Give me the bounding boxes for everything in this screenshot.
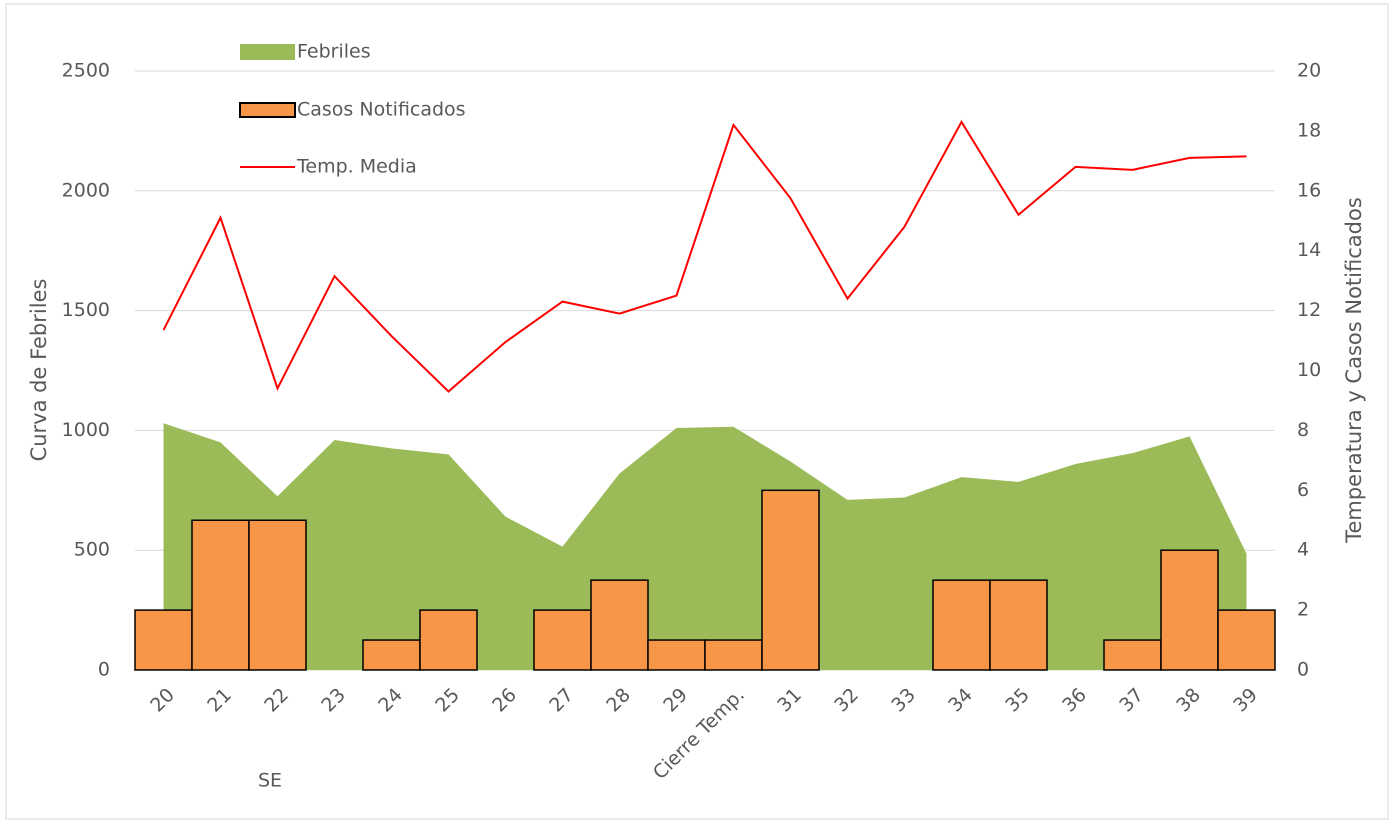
bar xyxy=(1103,639,1162,671)
y2-tick-label: 10 xyxy=(1297,359,1321,381)
y-tick-label: 1000 xyxy=(62,419,110,441)
bar xyxy=(761,489,820,671)
y-tick-label: 1500 xyxy=(62,299,110,321)
legend-swatch xyxy=(239,102,296,118)
legend-label: Casos Notificados xyxy=(297,99,466,121)
bar xyxy=(419,609,478,671)
line xyxy=(162,119,1247,393)
y2-tick-label: 12 xyxy=(1297,299,1321,321)
y2-tick-label: 6 xyxy=(1297,479,1309,501)
chart-frame xyxy=(5,3,1389,820)
bar xyxy=(989,579,1048,671)
bar xyxy=(1160,549,1219,671)
y2-tick-label: 4 xyxy=(1297,539,1309,561)
y2-tick-label: 18 xyxy=(1297,119,1321,141)
bar xyxy=(590,579,649,671)
bar xyxy=(932,579,991,671)
y-tick-label: 500 xyxy=(74,539,110,561)
y2-tick-label: 14 xyxy=(1297,239,1321,261)
x-axis-label: SE xyxy=(258,770,282,792)
bar xyxy=(248,519,307,671)
bar xyxy=(1217,609,1276,671)
y2-tick-label: 8 xyxy=(1297,419,1309,441)
bar xyxy=(533,609,592,671)
y-tick-label: 2000 xyxy=(62,179,110,201)
legend-label: Temp. Media xyxy=(296,156,417,178)
bar xyxy=(647,639,706,671)
legend-label: Febriles xyxy=(297,41,371,63)
y2-tick-label: 16 xyxy=(1297,179,1321,201)
bar xyxy=(704,639,763,671)
y2-tick-label: 20 xyxy=(1297,60,1321,82)
y-tick-label: 0 xyxy=(98,659,110,681)
y2-tick-label: 2 xyxy=(1297,599,1309,621)
y-tick-label: 2500 xyxy=(62,60,110,82)
bar xyxy=(191,519,250,671)
bar xyxy=(362,639,421,671)
bar xyxy=(134,609,193,671)
y2-axis-label: Temperatura y Casos Notificados xyxy=(1342,197,1366,544)
legend-swatch xyxy=(240,44,295,60)
y2-tick-label: 0 xyxy=(1297,659,1309,681)
y-axis-label: Curva de Febriles xyxy=(27,279,51,462)
